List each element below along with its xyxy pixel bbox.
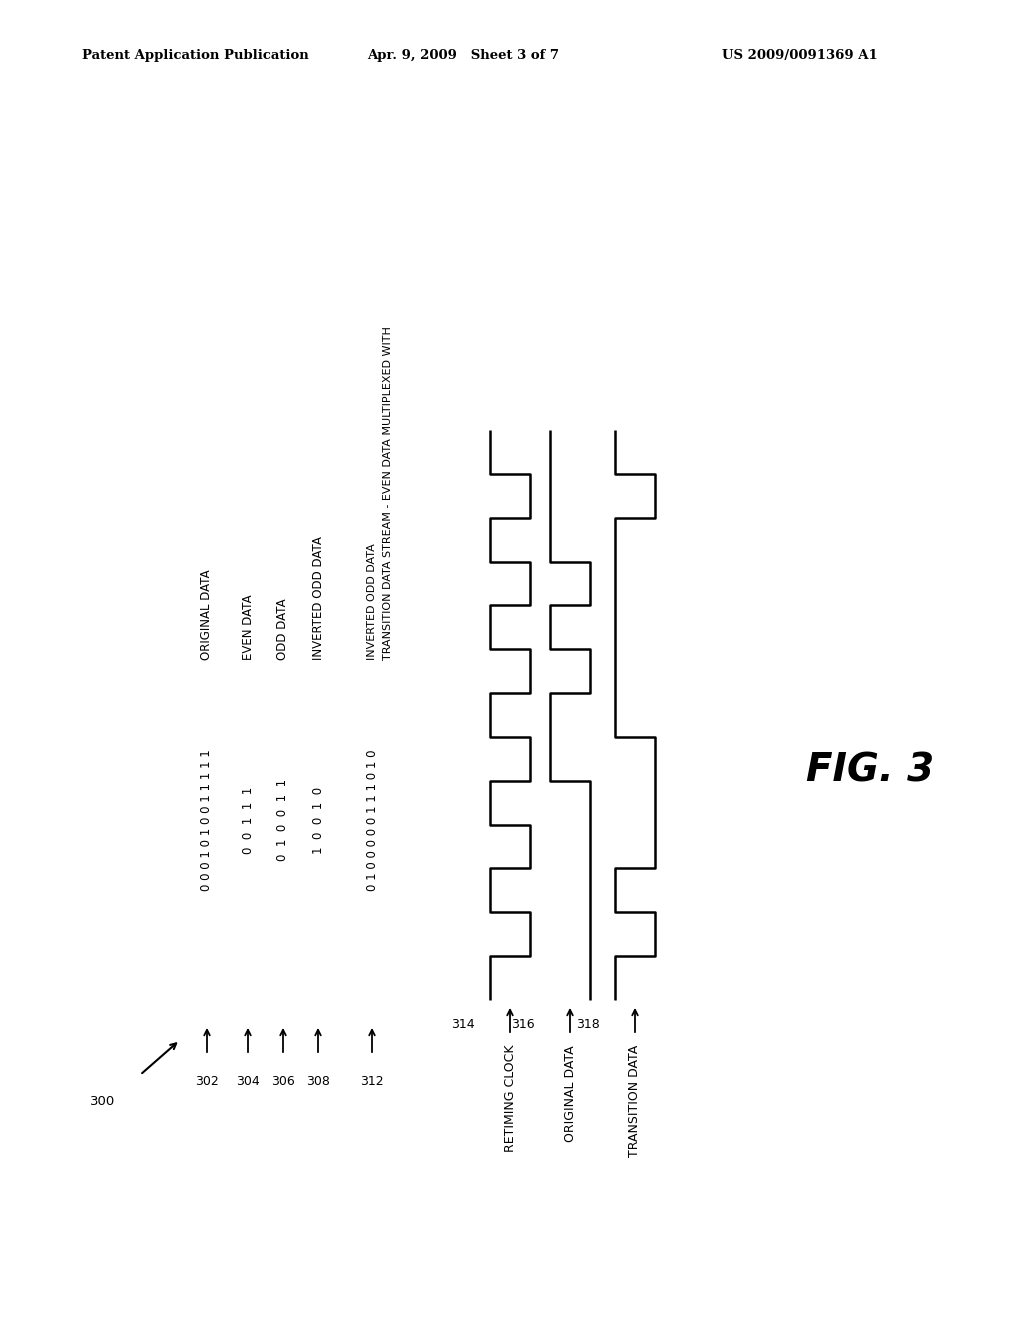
Text: 316: 316 [511, 1019, 535, 1031]
Text: 0  1  0  0  1  1: 0 1 0 0 1 1 [276, 779, 290, 861]
Text: 312: 312 [360, 1074, 384, 1088]
Text: US 2009/0091369 A1: US 2009/0091369 A1 [722, 49, 878, 62]
Text: 308: 308 [306, 1074, 330, 1088]
Text: Apr. 9, 2009   Sheet 3 of 7: Apr. 9, 2009 Sheet 3 of 7 [367, 49, 559, 62]
Text: 0 1 0 0 0 0 0 1 1 1 0 1 0: 0 1 0 0 0 0 0 1 1 1 0 1 0 [366, 750, 379, 891]
Text: FIG. 3: FIG. 3 [806, 751, 934, 789]
Text: ODD DATA: ODD DATA [276, 598, 290, 660]
Text: 0  0  1  1  1: 0 0 1 1 1 [242, 787, 255, 854]
Text: Patent Application Publication: Patent Application Publication [82, 49, 309, 62]
Text: INVERTED ODD DATA: INVERTED ODD DATA [367, 544, 377, 660]
Text: ORIGINAL DATA: ORIGINAL DATA [563, 1045, 577, 1142]
Text: 318: 318 [577, 1019, 600, 1031]
Text: ORIGINAL DATA: ORIGINAL DATA [201, 569, 213, 660]
Text: 300: 300 [90, 1096, 116, 1107]
Text: TRANSITION DATA STREAM - EVEN DATA MULTIPLEXED WITH: TRANSITION DATA STREAM - EVEN DATA MULTI… [383, 326, 393, 660]
Text: 0 0 0 1 0 1 0 0 1 1 1 1 1: 0 0 0 1 0 1 0 0 1 1 1 1 1 [201, 750, 213, 891]
Text: EVEN DATA: EVEN DATA [242, 594, 255, 660]
Text: RETIMING CLOCK: RETIMING CLOCK [504, 1045, 516, 1152]
Text: 304: 304 [237, 1074, 260, 1088]
Text: INVERTED ODD DATA: INVERTED ODD DATA [311, 536, 325, 660]
Text: TRANSITION DATA: TRANSITION DATA [629, 1045, 641, 1158]
Text: 1  0  0  1  0: 1 0 0 1 0 [311, 787, 325, 854]
Text: 314: 314 [452, 1019, 475, 1031]
Text: 306: 306 [271, 1074, 295, 1088]
Text: 302: 302 [196, 1074, 219, 1088]
